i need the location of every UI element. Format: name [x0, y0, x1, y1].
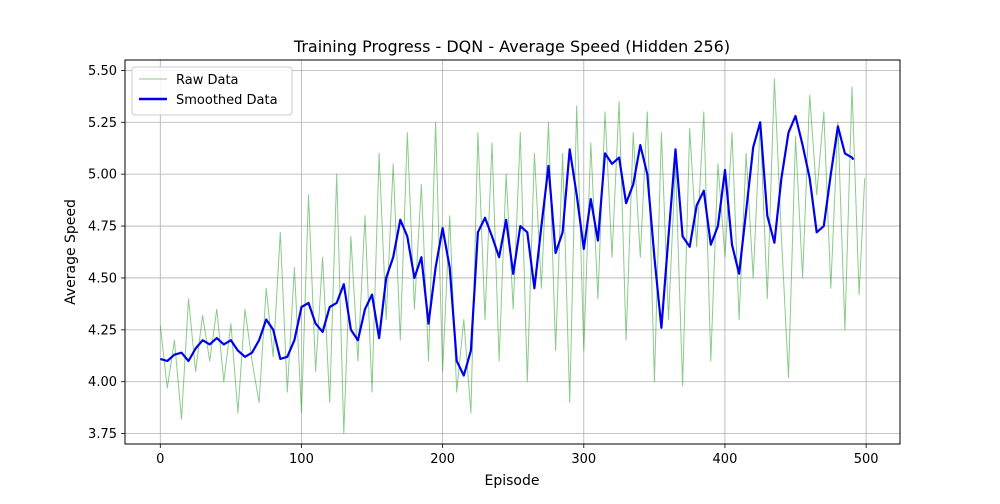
legend: Raw Data Smoothed Data: [131, 66, 293, 116]
smoothed-data-line: [159, 114, 855, 377]
y-tick-label: 5.25: [88, 116, 117, 131]
axes: 0 100 200 300 400 500 3.75 4.00 4.25 4.50 4.75 5.00…: [88, 64, 878, 467]
y-tick-label: 4.50: [88, 271, 117, 286]
y-tick-label: 5.50: [88, 64, 117, 79]
y-tick-label: 4.75: [88, 220, 117, 235]
x-tick-label: 400: [713, 452, 738, 467]
x-tick-label: 500: [854, 452, 879, 467]
plot-area: [159, 78, 866, 435]
y-tick-label: 4.00: [88, 375, 117, 390]
x-tick-label: 0: [156, 452, 164, 467]
y-tick-label: 3.75: [88, 427, 117, 442]
x-tick-label: 100: [289, 452, 314, 467]
chart-title: Training Progress - DQN - Average Speed …: [293, 37, 730, 56]
y-axis-label: Average Speed: [63, 199, 79, 305]
gridlines: [125, 60, 900, 444]
legend-box: [131, 66, 293, 116]
raw-data-line: [159, 78, 866, 435]
x-axis-label: Episode: [485, 473, 540, 489]
y-tick-label: 5.00: [88, 168, 117, 183]
legend-label-smoothed-data: Smoothed Data: [176, 93, 278, 108]
legend-label-raw-data: Raw Data: [176, 73, 239, 88]
plot-frame: [124, 59, 901, 445]
x-tick-label: 300: [571, 452, 596, 467]
x-tick-label: 200: [430, 452, 455, 467]
y-tick-label: 4.25: [88, 323, 117, 338]
